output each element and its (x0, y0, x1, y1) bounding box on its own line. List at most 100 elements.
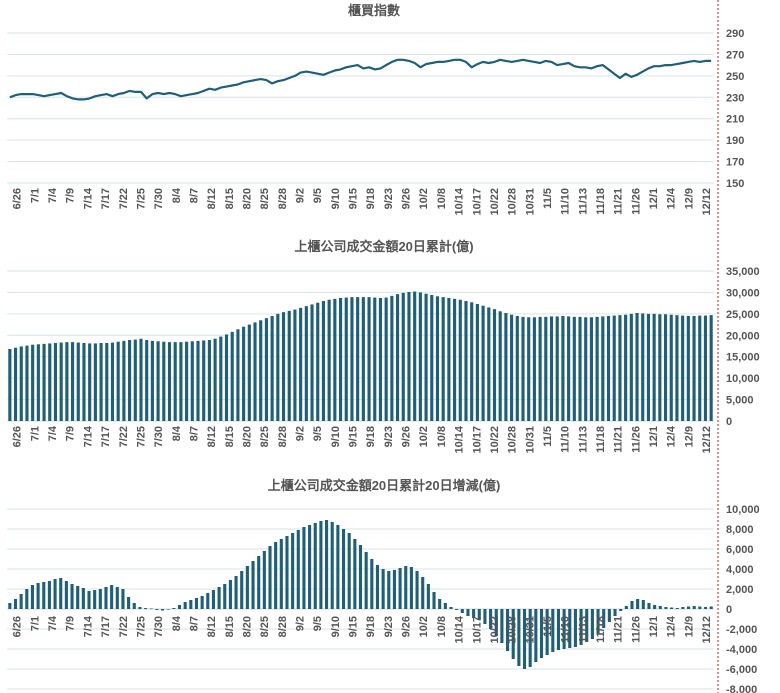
bar-change-96 (551, 609, 555, 652)
bar-change-102 (585, 609, 589, 642)
bar-volume-28 (167, 342, 172, 421)
bar-volume-107 (618, 315, 622, 421)
ytick-change-9: 10,000 (726, 504, 760, 516)
bar-change-106 (607, 609, 611, 622)
bar-change-66 (381, 569, 385, 609)
xtick-change-14: 8/25 (259, 616, 271, 637)
xtick-volume-7: 7/25 (135, 426, 147, 447)
bar-change-84 (483, 609, 487, 624)
xtick-volume-8: 7/30 (153, 426, 165, 447)
xtick-volume-2: 7/4 (47, 425, 59, 441)
bar-volume-33 (196, 340, 200, 421)
bar-volume-20 (122, 340, 126, 421)
bar-change-16 (98, 589, 102, 609)
bar-volume-37 (219, 336, 223, 421)
bar-volume-75 (435, 296, 440, 421)
bar-change-109 (624, 606, 628, 609)
bar-volume-7 (48, 343, 52, 421)
bar-change-91 (522, 609, 527, 669)
yaxis-index: 150 170 190 210 230 250 270 290 (726, 28, 744, 190)
xtick-index-25: 10/14 (454, 187, 466, 215)
bar-volume-106 (612, 315, 616, 421)
bar-volume-112 (646, 313, 650, 421)
bar-volume-85 (492, 309, 497, 421)
bar-volume-53 (310, 304, 314, 421)
bar-change-83 (477, 609, 481, 620)
bar-volume-92 (532, 317, 536, 421)
xtick-volume-24: 10/8 (436, 426, 448, 447)
bar-change-33 (194, 598, 199, 609)
xtick-change-18: 9/10 (330, 616, 342, 637)
xtick-change-34: 11/21 (613, 616, 625, 643)
bar-volume-22 (133, 339, 137, 421)
bar-volume-0 (8, 349, 12, 421)
ytick-volume-0: 0 (726, 416, 732, 428)
xtick-volume-37: 12/4 (666, 425, 678, 447)
xtick-change-32: 11/13 (577, 616, 589, 643)
bar-change-121 (692, 606, 696, 609)
bar-volume-35 (207, 340, 211, 421)
bar-volume-36 (213, 338, 217, 421)
bar-change-115 (658, 606, 662, 609)
bar-volume-14 (88, 343, 92, 421)
xtick-index-0: 6/26 (12, 188, 24, 209)
bar-change-18 (110, 585, 114, 609)
bar-change-114 (653, 605, 657, 609)
xtick-volume-3: 7/9 (65, 426, 77, 441)
xtick-index-38: 12/9 (683, 188, 695, 209)
bar-change-2 (19, 594, 23, 609)
bar-change-62 (358, 545, 363, 609)
xtick-change-13: 8/20 (242, 616, 254, 637)
bar-volume-47 (276, 313, 280, 421)
series-line-index (9, 58, 712, 101)
xtick-index-14: 8/25 (259, 188, 271, 209)
bar-change-56 (325, 520, 329, 609)
bar-change-112 (641, 600, 645, 609)
xtick-change-19: 9/15 (348, 616, 360, 637)
bar-change-6 (42, 582, 46, 609)
bar-change-45 (262, 551, 266, 609)
bar-change-104 (596, 609, 600, 634)
xtick-volume-14: 8/25 (259, 426, 271, 447)
bar-change-85 (489, 609, 493, 629)
xtick-volume-21: 9/23 (383, 426, 395, 447)
bar-volume-16 (99, 343, 103, 421)
bar-volume-24 (145, 340, 149, 421)
ytick-volume-6: 30,000 (726, 287, 760, 299)
bar-change-105 (602, 609, 606, 628)
bar-change-118 (675, 608, 679, 609)
bar-volume-51 (299, 307, 303, 421)
xtick-index-28: 10/28 (507, 188, 519, 216)
bar-change-122 (698, 606, 702, 609)
bar-change-99 (568, 609, 572, 648)
bar-change-81 (466, 609, 470, 616)
bar-change-58 (336, 525, 340, 609)
bar-volume-18 (110, 342, 115, 421)
xtick-volume-13: 8/20 (242, 426, 254, 447)
bar-volume-11 (71, 342, 75, 421)
bar-change-60 (347, 533, 351, 609)
bar-volume-90 (521, 316, 525, 421)
bar-change-94 (539, 609, 544, 658)
xtick-index-18: 9/10 (330, 188, 342, 209)
bar-volume-91 (527, 317, 531, 421)
xtick-change-38: 12/9 (683, 616, 695, 637)
bar-change-0 (8, 603, 12, 609)
bar-volume-2 (19, 346, 23, 421)
bar-change-12 (76, 586, 80, 609)
xtick-change-31: 11/10 (560, 616, 572, 643)
xtick-index-13: 8/20 (242, 188, 254, 209)
xtick-volume-11: 8/12 (206, 426, 218, 447)
bar-change-113 (647, 603, 651, 609)
xtick-change-25: 10/14 (454, 615, 466, 643)
xtick-volume-17: 9/5 (312, 426, 324, 441)
bar-volume-122 (703, 315, 708, 421)
bar-change-9 (59, 578, 63, 609)
bar-change-36 (211, 590, 215, 609)
xtick-change-23: 10/2 (418, 616, 430, 637)
bar-volume-68 (395, 294, 400, 421)
bar-volume-60 (350, 297, 354, 421)
xtick-index-22: 9/26 (401, 188, 413, 209)
bar-volume-83 (481, 305, 485, 421)
